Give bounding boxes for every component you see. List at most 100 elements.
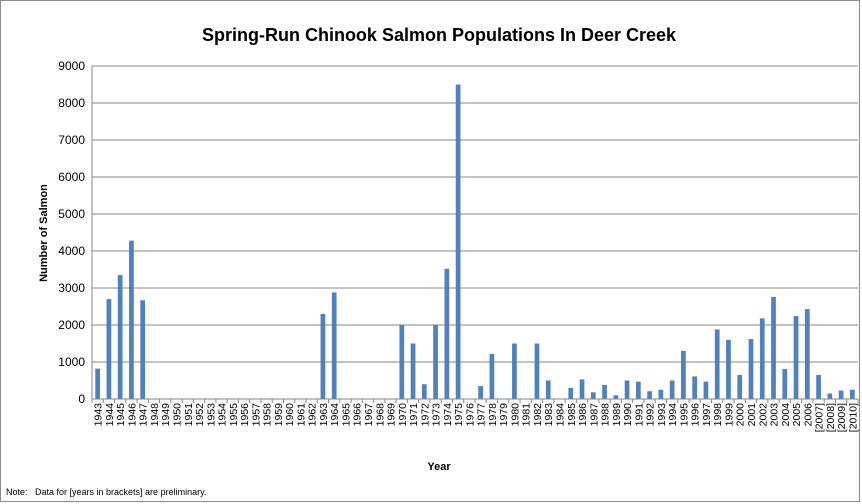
footnote: Note: Data for [years in brackets] are p… [6, 487, 207, 497]
bar [410, 343, 416, 399]
y-tick-label: 7000 [58, 133, 85, 147]
bar [455, 84, 461, 399]
bars [95, 84, 855, 399]
bar [827, 393, 833, 399]
bar [635, 381, 641, 399]
y-tick-labels: 0 1000 2000 3000 4000 5000 6000 7000 8000 9000 [58, 59, 85, 406]
bar [433, 325, 438, 399]
bar [444, 268, 450, 399]
y-tick-label: 1000 [58, 355, 85, 369]
y-tick-label: 5000 [58, 207, 85, 221]
x-tick-label: 1989 [611, 403, 623, 427]
bar [793, 316, 799, 399]
x-tick-label: 2003 [769, 403, 781, 427]
x-tick-label: 1957 [250, 403, 262, 427]
x-tick-label: 1950 [171, 403, 183, 427]
bar [714, 329, 720, 399]
x-tick-label: 2001 [746, 403, 758, 427]
bar [804, 309, 810, 399]
y-axis-title: Number of Salmon [38, 184, 50, 282]
x-tick-label: 1973 [431, 403, 443, 427]
x-tick-label: 1991 [633, 403, 645, 427]
x-tick-label: 1982 [532, 403, 544, 427]
y-tick-label: 2000 [58, 318, 85, 332]
x-tick-label: 1967 [363, 403, 375, 427]
bar [545, 380, 551, 399]
x-tick-label: 1952 [194, 403, 206, 427]
x-tick-label: 1974 [442, 403, 454, 427]
x-tick-label: 1983 [543, 403, 555, 427]
x-tick-label: 2000 [735, 403, 747, 427]
x-axis-title: Year [427, 461, 451, 473]
y-tick-label: 8000 [58, 96, 85, 110]
x-tick-label: 1945 [115, 403, 127, 427]
x-tick-label: 1995 [678, 403, 690, 427]
x-tick-label: 1963 [318, 403, 330, 427]
x-tick-label: 1984 [554, 403, 566, 427]
bar [838, 390, 844, 399]
chart-title: Spring-Run Chinook Salmon Populations In… [202, 25, 677, 45]
bar [512, 343, 517, 399]
x-tick-label: 1943 [93, 403, 105, 427]
bar [726, 339, 731, 399]
bar [681, 350, 686, 399]
bar [658, 389, 664, 399]
x-tick-label: 1953 [205, 403, 217, 427]
bar [568, 387, 574, 399]
bar [602, 384, 607, 399]
x-tick-label: 1969 [386, 403, 398, 427]
x-tick-label: 1962 [307, 403, 319, 427]
bar [421, 384, 427, 399]
x-tick-label: 1964 [329, 403, 341, 427]
bar [478, 386, 483, 399]
x-tick-label: 2006 [802, 403, 814, 427]
x-tick-label: 1986 [577, 403, 589, 427]
x-tick-label: 1975 [453, 403, 465, 427]
x-tick-label: 1970 [397, 403, 409, 427]
x-tick-label: 1947 [138, 403, 150, 427]
y-tick-label: 6000 [58, 170, 85, 184]
x-tick-label: 1996 [690, 403, 702, 427]
x-tick-label: 1998 [712, 403, 724, 427]
x-tick-label: 1997 [701, 403, 713, 427]
axes [91, 66, 859, 403]
bar [703, 381, 709, 399]
x-tick-label: 1948 [149, 403, 161, 427]
gridlines [92, 65, 858, 363]
x-tick-label: 1971 [408, 403, 420, 427]
x-tick-label: [2007] [814, 403, 826, 432]
x-tick-labels: 1943 1944 1945 1946 1947 1948 1949 1950 1951 1952… [93, 403, 860, 432]
bar [590, 392, 596, 399]
x-tick-label: 1949 [160, 403, 172, 427]
x-tick-label: 1955 [228, 403, 240, 427]
x-tick-label: 1956 [239, 403, 251, 427]
x-tick-label: 1968 [374, 403, 386, 427]
bar [331, 292, 337, 399]
x-tick-label: 1958 [262, 403, 274, 427]
bar [534, 343, 540, 399]
bar [320, 313, 326, 399]
bar [624, 380, 630, 399]
x-tick-label: 1981 [521, 403, 533, 427]
bar [771, 296, 776, 399]
x-tick-label: [2008] [825, 403, 837, 432]
bar [737, 374, 743, 399]
x-tick-label: 2002 [757, 403, 769, 427]
x-tick-label: 1961 [295, 403, 307, 427]
bar [647, 391, 652, 399]
x-tick-label: 1965 [340, 403, 352, 427]
x-tick-label: 1988 [600, 403, 612, 427]
bar [117, 275, 123, 399]
bar [748, 339, 754, 399]
y-tick-label: 9000 [58, 59, 85, 73]
bar [489, 353, 495, 399]
bar [759, 318, 765, 399]
bar [613, 395, 619, 399]
x-tick-label: 1976 [464, 403, 476, 427]
x-tick-label: 2005 [791, 403, 803, 427]
x-tick-label: 1944 [104, 403, 116, 427]
bar [95, 368, 100, 399]
x-tick-label: 2004 [780, 403, 792, 427]
bar [399, 325, 405, 399]
x-tick-label: 1977 [476, 403, 488, 427]
